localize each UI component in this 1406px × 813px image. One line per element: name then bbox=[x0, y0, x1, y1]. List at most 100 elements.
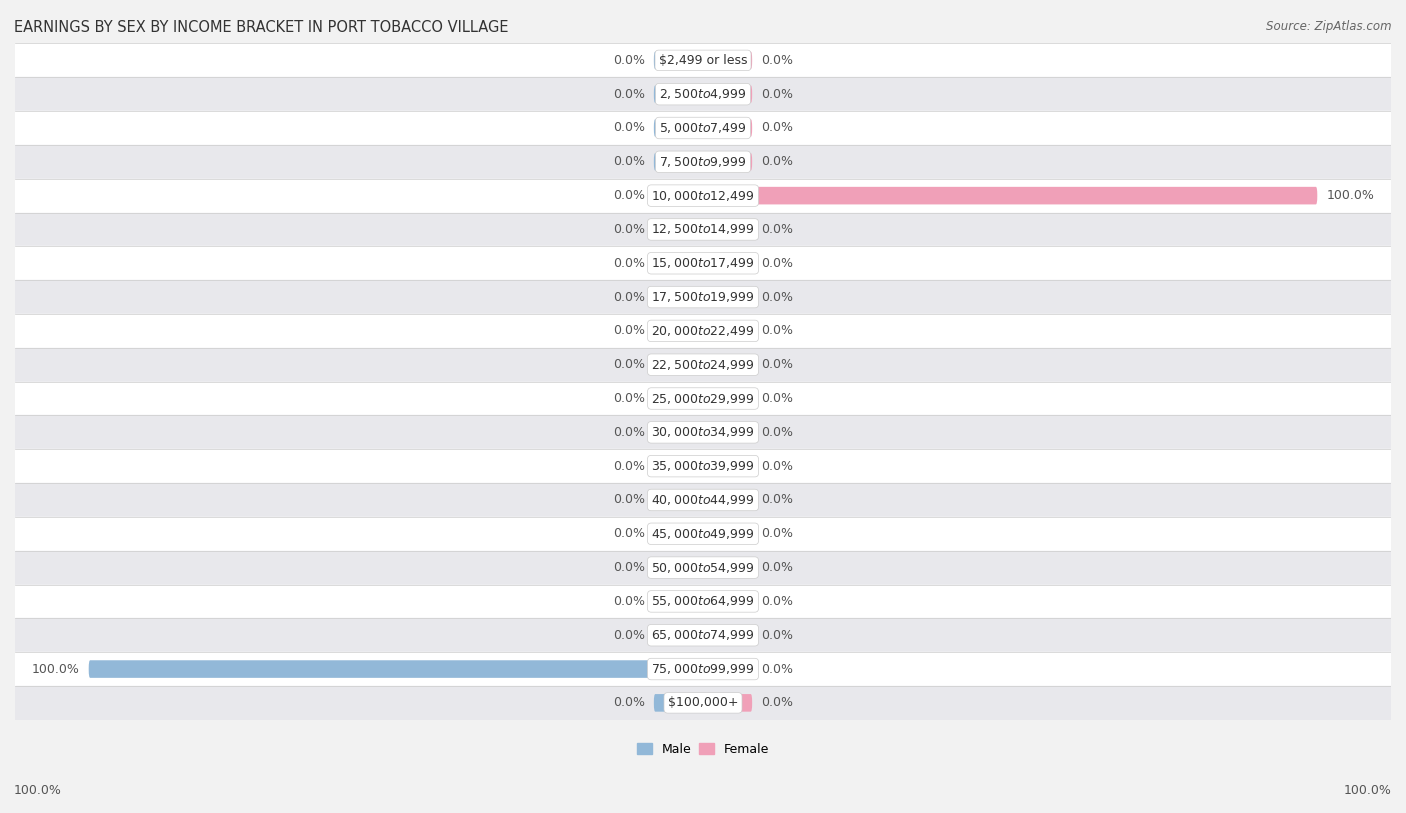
Text: $55,000 to $64,999: $55,000 to $64,999 bbox=[651, 594, 755, 608]
Text: 0.0%: 0.0% bbox=[613, 528, 644, 541]
Text: 0.0%: 0.0% bbox=[613, 628, 644, 641]
FancyBboxPatch shape bbox=[654, 458, 703, 475]
FancyBboxPatch shape bbox=[654, 153, 703, 171]
FancyBboxPatch shape bbox=[703, 220, 752, 238]
FancyBboxPatch shape bbox=[654, 424, 703, 441]
FancyBboxPatch shape bbox=[654, 322, 703, 340]
Text: $20,000 to $22,499: $20,000 to $22,499 bbox=[651, 324, 755, 338]
Text: $10,000 to $12,499: $10,000 to $12,499 bbox=[651, 189, 755, 202]
Text: 0.0%: 0.0% bbox=[613, 189, 644, 202]
FancyBboxPatch shape bbox=[654, 254, 703, 272]
Bar bbox=[15, 348, 1391, 381]
Bar bbox=[15, 77, 1391, 111]
FancyBboxPatch shape bbox=[703, 322, 752, 340]
Text: 0.0%: 0.0% bbox=[762, 493, 793, 506]
Text: $7,500 to $9,999: $7,500 to $9,999 bbox=[659, 154, 747, 169]
Bar bbox=[15, 652, 1391, 686]
Text: 0.0%: 0.0% bbox=[762, 257, 793, 270]
Text: 0.0%: 0.0% bbox=[613, 459, 644, 472]
Bar bbox=[15, 517, 1391, 550]
Text: $22,500 to $24,999: $22,500 to $24,999 bbox=[651, 358, 755, 372]
Text: $15,000 to $17,499: $15,000 to $17,499 bbox=[651, 256, 755, 270]
Text: $100,000+: $100,000+ bbox=[668, 697, 738, 710]
Text: 0.0%: 0.0% bbox=[613, 493, 644, 506]
Text: 0.0%: 0.0% bbox=[613, 426, 644, 439]
FancyBboxPatch shape bbox=[654, 593, 703, 611]
Text: 0.0%: 0.0% bbox=[613, 155, 644, 168]
Text: 0.0%: 0.0% bbox=[762, 595, 793, 608]
FancyBboxPatch shape bbox=[654, 356, 703, 373]
Text: 0.0%: 0.0% bbox=[762, 324, 793, 337]
Text: 0.0%: 0.0% bbox=[762, 561, 793, 574]
Text: $2,499 or less: $2,499 or less bbox=[659, 54, 747, 67]
Text: 0.0%: 0.0% bbox=[613, 324, 644, 337]
FancyBboxPatch shape bbox=[654, 627, 703, 644]
Text: 0.0%: 0.0% bbox=[762, 54, 793, 67]
Text: $12,500 to $14,999: $12,500 to $14,999 bbox=[651, 223, 755, 237]
Bar bbox=[15, 43, 1391, 77]
Text: 0.0%: 0.0% bbox=[762, 290, 793, 303]
Text: 0.0%: 0.0% bbox=[613, 257, 644, 270]
FancyBboxPatch shape bbox=[703, 187, 1317, 204]
Bar bbox=[15, 686, 1391, 720]
Bar bbox=[15, 179, 1391, 212]
Text: 0.0%: 0.0% bbox=[762, 528, 793, 541]
Text: Source: ZipAtlas.com: Source: ZipAtlas.com bbox=[1267, 20, 1392, 33]
Text: 0.0%: 0.0% bbox=[613, 595, 644, 608]
Text: 0.0%: 0.0% bbox=[762, 88, 793, 101]
Text: $25,000 to $29,999: $25,000 to $29,999 bbox=[651, 392, 755, 406]
FancyBboxPatch shape bbox=[654, 187, 703, 204]
FancyBboxPatch shape bbox=[703, 356, 752, 373]
Bar bbox=[15, 314, 1391, 348]
FancyBboxPatch shape bbox=[703, 525, 752, 542]
Text: $75,000 to $99,999: $75,000 to $99,999 bbox=[651, 662, 755, 676]
FancyBboxPatch shape bbox=[703, 424, 752, 441]
Bar bbox=[15, 619, 1391, 652]
Bar bbox=[15, 450, 1391, 483]
FancyBboxPatch shape bbox=[654, 85, 703, 103]
Text: 0.0%: 0.0% bbox=[613, 359, 644, 372]
FancyBboxPatch shape bbox=[703, 389, 752, 407]
FancyBboxPatch shape bbox=[703, 153, 752, 171]
Text: 0.0%: 0.0% bbox=[613, 223, 644, 236]
FancyBboxPatch shape bbox=[654, 525, 703, 542]
FancyBboxPatch shape bbox=[703, 491, 752, 509]
Text: 0.0%: 0.0% bbox=[762, 121, 793, 134]
FancyBboxPatch shape bbox=[654, 491, 703, 509]
Text: 0.0%: 0.0% bbox=[762, 223, 793, 236]
Text: 0.0%: 0.0% bbox=[613, 88, 644, 101]
FancyBboxPatch shape bbox=[703, 694, 752, 711]
Bar bbox=[15, 585, 1391, 619]
Text: 0.0%: 0.0% bbox=[762, 426, 793, 439]
Text: $45,000 to $49,999: $45,000 to $49,999 bbox=[651, 527, 755, 541]
Text: 0.0%: 0.0% bbox=[613, 121, 644, 134]
Text: 0.0%: 0.0% bbox=[762, 392, 793, 405]
FancyBboxPatch shape bbox=[654, 694, 703, 711]
FancyBboxPatch shape bbox=[654, 51, 703, 69]
Text: 0.0%: 0.0% bbox=[762, 359, 793, 372]
Text: $17,500 to $19,999: $17,500 to $19,999 bbox=[651, 290, 755, 304]
Text: $5,000 to $7,499: $5,000 to $7,499 bbox=[659, 121, 747, 135]
Legend: Male, Female: Male, Female bbox=[631, 738, 775, 761]
Bar bbox=[15, 483, 1391, 517]
FancyBboxPatch shape bbox=[703, 289, 752, 306]
Text: $50,000 to $54,999: $50,000 to $54,999 bbox=[651, 561, 755, 575]
Text: 100.0%: 100.0% bbox=[31, 663, 80, 676]
FancyBboxPatch shape bbox=[654, 389, 703, 407]
FancyBboxPatch shape bbox=[703, 559, 752, 576]
FancyBboxPatch shape bbox=[654, 120, 703, 137]
Text: 0.0%: 0.0% bbox=[762, 628, 793, 641]
Text: $65,000 to $74,999: $65,000 to $74,999 bbox=[651, 628, 755, 642]
Bar bbox=[15, 246, 1391, 280]
Text: 0.0%: 0.0% bbox=[613, 290, 644, 303]
Text: 0.0%: 0.0% bbox=[762, 155, 793, 168]
FancyBboxPatch shape bbox=[703, 627, 752, 644]
FancyBboxPatch shape bbox=[654, 559, 703, 576]
Text: 0.0%: 0.0% bbox=[613, 561, 644, 574]
FancyBboxPatch shape bbox=[654, 220, 703, 238]
FancyBboxPatch shape bbox=[703, 593, 752, 611]
FancyBboxPatch shape bbox=[89, 660, 703, 678]
FancyBboxPatch shape bbox=[703, 85, 752, 103]
FancyBboxPatch shape bbox=[703, 458, 752, 475]
Bar bbox=[15, 111, 1391, 145]
